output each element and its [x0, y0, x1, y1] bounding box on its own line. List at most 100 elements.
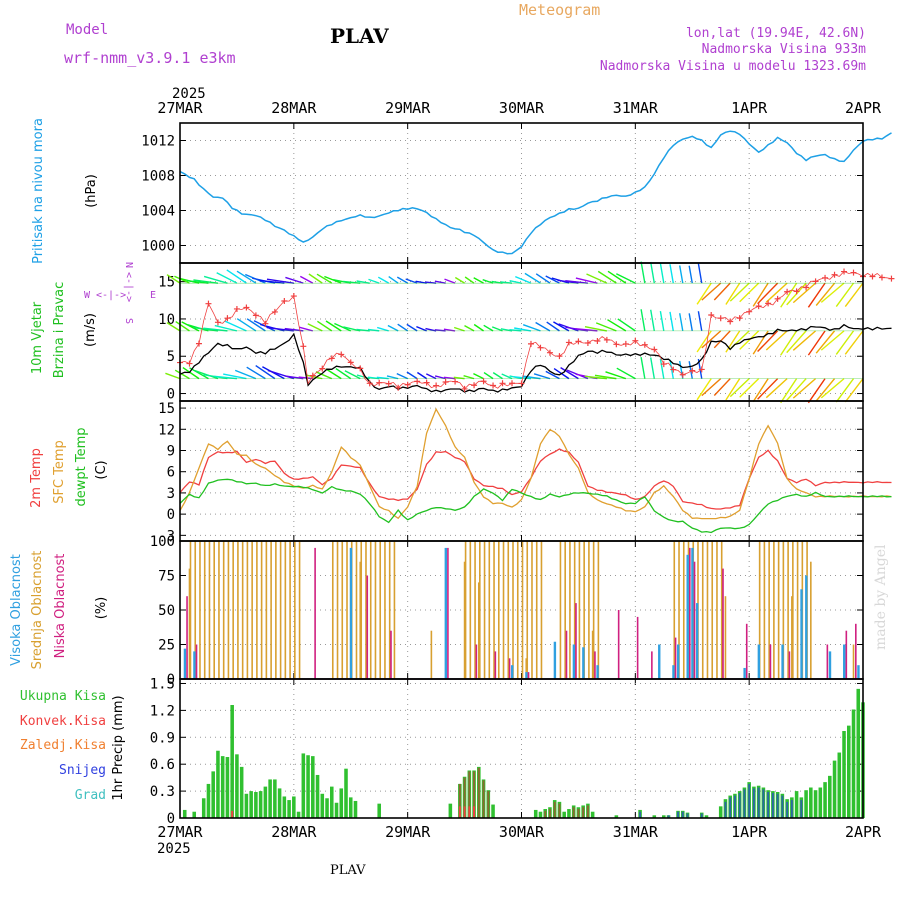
snow-bar [786, 801, 789, 818]
snow-bar [639, 811, 642, 818]
total-precip-bar [258, 791, 263, 818]
wind-arrow [482, 279, 494, 284]
total-precip-bar [301, 753, 306, 818]
wind-arrow [425, 327, 437, 332]
total-precip-bar [614, 815, 619, 818]
x-label-bottom: 2APR [845, 823, 882, 841]
compass-south: S [123, 318, 134, 324]
wind-arrow [214, 375, 237, 380]
wind-compass: N S W E <-|-> <-|-> [84, 262, 156, 324]
wind-arrow [688, 313, 693, 332]
low-cloud-bar [447, 547, 449, 679]
y-tick-label: 1.2 [150, 703, 175, 719]
frz-precip-bar [458, 783, 461, 818]
y-tick-label: 0 [167, 672, 175, 688]
total-precip-bar [590, 811, 595, 818]
high-cloud-bar [582, 647, 585, 679]
wind-arrow [377, 326, 389, 332]
legend-conv-precip: Konvek.Kisa [20, 714, 106, 729]
wind-arrow [607, 319, 627, 332]
total-precip-bar [339, 788, 344, 818]
wind-arrow [397, 323, 409, 332]
high-cloud-bar [193, 651, 196, 679]
snow-bar [667, 815, 670, 818]
wind-arrow [659, 310, 665, 331]
footer-station: PLAV [330, 863, 366, 878]
high-cloud-bar [691, 547, 694, 679]
model-label: Model [66, 22, 108, 38]
mid-cloud-title: Srednja Oblacnost [30, 551, 45, 670]
wind-arrow [713, 330, 731, 349]
wind-arrow [246, 318, 266, 332]
wind-arrow [739, 282, 760, 303]
wind-arrow [545, 275, 560, 284]
wind-arrow [696, 378, 712, 401]
model-name: wrf-nmm_v3.9.1 e3km [64, 49, 236, 67]
total-precip-bar [851, 709, 856, 818]
total-precip-bar [201, 798, 206, 818]
wind-arrow [765, 378, 788, 399]
wind-arrow [193, 326, 219, 332]
wind-arrow [659, 263, 665, 284]
wind-arrow [464, 324, 475, 332]
wind-arrow [765, 330, 788, 351]
compass-north: N [123, 262, 134, 268]
y-tick-label: 0.3 [150, 784, 175, 800]
low-cloud-bar [788, 651, 791, 679]
conv-precip-bar [458, 806, 461, 818]
snow-bar [681, 811, 684, 818]
wind-arrow [835, 378, 855, 403]
snow-bar [800, 800, 803, 818]
total-precip-bar [249, 791, 253, 818]
snow-bar [771, 792, 774, 818]
wind-arrow [757, 330, 779, 352]
high-cloud-title: Visoka Oblacnost [9, 554, 24, 666]
wind-arrow [697, 311, 703, 331]
wind-title-2: Brzina i Pravac [52, 282, 67, 379]
high-cloud-bar [828, 651, 832, 679]
wind-arrow [616, 367, 636, 380]
wind-arrow [605, 371, 627, 380]
y-tick-label: 10 [158, 312, 175, 328]
wind-arrow [713, 282, 731, 301]
wind-arrow [701, 282, 722, 301]
snow-bar [700, 813, 703, 818]
wind-arrow [377, 276, 390, 284]
wind-arrow [266, 278, 294, 284]
y-tick-label: 9 [167, 443, 175, 459]
wind-arrow [595, 322, 617, 332]
x-label-top: 2APR [845, 99, 882, 117]
wind-arrow [815, 330, 836, 354]
low-cloud-bar [769, 644, 772, 679]
frz-precip-bar [468, 771, 471, 818]
compass-west: W [84, 290, 91, 301]
wind-arrow [214, 324, 238, 332]
y-tick-label: 50 [158, 603, 175, 619]
y-tick-label: 1.5 [150, 676, 175, 692]
frz-precip-bar [463, 777, 466, 818]
wind-arrow [255, 365, 276, 380]
temp-line-0 [179, 448, 892, 510]
dewpt-title: dewpt Temp [74, 427, 89, 506]
wind-arrow [246, 366, 266, 380]
y-tick-label: 1012 [141, 134, 175, 150]
temp-line-1 [179, 407, 892, 520]
snow-bar [757, 787, 760, 818]
compass-arrows-h: <-|-> [96, 290, 126, 301]
wind-arrow [298, 326, 313, 332]
wind-arrow [565, 280, 588, 284]
wind-arrow [223, 373, 247, 380]
total-precip-bar [277, 788, 282, 818]
total-precip-bar [837, 752, 842, 818]
wind-arrow [368, 278, 380, 284]
wind-arrow [586, 273, 608, 284]
x-label-bottom: 28MAR [271, 823, 317, 841]
wind-arrow [701, 330, 722, 349]
wind-arrow [234, 369, 257, 380]
y-tick-label: 0 [167, 507, 175, 523]
y-tick-label: 12 [158, 422, 175, 438]
wind-arrow [444, 278, 456, 284]
total-precip-bar [239, 766, 244, 818]
total-precip-bar [334, 802, 339, 818]
